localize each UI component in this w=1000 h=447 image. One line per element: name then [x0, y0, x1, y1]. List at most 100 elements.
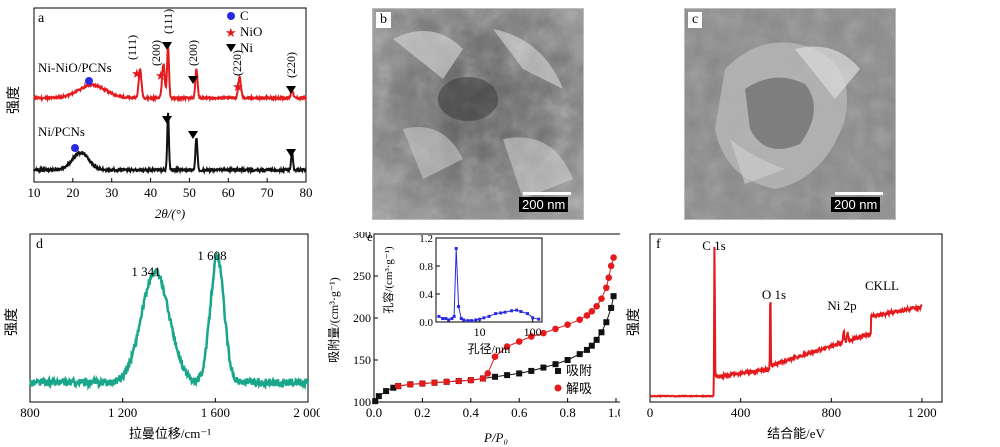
bet-adsorption-point: [603, 319, 610, 326]
bet-inset-point: [482, 316, 486, 320]
bet-desorption-point: [552, 325, 559, 333]
bet-desorption-point: [431, 379, 438, 386]
scale-bar-label-c: 200 nm: [831, 197, 881, 212]
x-tick-label: 70: [261, 185, 274, 200]
xrd-x-axis-label: 2θ/(°): [155, 206, 185, 221]
xrd-x-ticks: 10 20 30 40 50 60 70 80: [28, 178, 313, 200]
bet-adsorption-point: [593, 336, 600, 343]
bet-inset-point: [503, 310, 507, 314]
y-tick-label: 250: [353, 269, 371, 283]
bet-inset-point: [452, 314, 456, 318]
panel-letter-c: c: [688, 12, 703, 28]
xrd-marker-nio-220-star: ★: [232, 79, 244, 94]
xrd-annotation-nio-200: (200): [149, 40, 163, 66]
bet-inset-y-ticks: 0.0 0.4 0.8 1.2: [419, 233, 440, 329]
bet-desorption-point: [576, 316, 583, 323]
x-tick-label: 0.6: [511, 405, 528, 420]
bet-panel-e: e 0.0 0.2 0.4 0.6 0.8 1.0 100 150 200 250 300 P/P…: [327, 232, 620, 445]
scale-bar-b: [523, 192, 571, 195]
xps-peak-label-o1s: O 1s: [762, 287, 786, 302]
xps-spectrum-line: [649, 246, 923, 399]
bet-y-axis-label: 吸附量/(cm³·g⁻¹): [327, 277, 341, 363]
bet-desorption-point: [605, 274, 613, 281]
x-tick-label: 10: [28, 185, 41, 200]
bet-adsorption-point: [576, 351, 583, 358]
bet-adsorption-point: [552, 361, 559, 368]
bet-desorption-point: [528, 333, 535, 340]
bet-inset-y-axis-label: 孔容/(cm³·g⁻¹): [381, 246, 395, 314]
scale-bar-label-b: 200 nm: [519, 197, 569, 212]
xrd-marker-ni-220-bottom: [286, 149, 296, 157]
x-tick-label: 1.0: [608, 405, 620, 420]
bet-desorption-point: [598, 295, 605, 302]
bet-inset-point: [444, 317, 448, 320]
bet-inset-point: [462, 318, 466, 322]
x-tick-label: 50: [183, 185, 196, 200]
xps-x-axis-label: 结合能/eV: [767, 426, 825, 441]
bet-inset-point: [494, 312, 498, 316]
legend-c-circle-icon: [227, 12, 235, 20]
bet-y-ticks: 100 150 200 250 300: [353, 232, 378, 409]
bet-desorption-point: [515, 338, 523, 345]
xrd-marker-ni-220-top: [286, 86, 296, 94]
bet-inset-point: [459, 317, 463, 320]
xps-x-ticks: 0 400 800 1 200: [647, 398, 937, 420]
bet-desorption-point: [593, 302, 600, 310]
bet-inset-point: [447, 318, 451, 322]
bet-desorption-point: [607, 262, 615, 270]
bet-inset-point: [519, 310, 523, 313]
x-tick-label: 0: [647, 405, 654, 420]
inset-y-tick-label: 1.2: [419, 233, 433, 245]
legend-adsorption-square-icon: [555, 368, 561, 374]
bet-inset-point: [469, 319, 473, 323]
bet-inset-point: [510, 309, 514, 313]
bet-desorption-points: [394, 254, 617, 390]
x-tick-label: 0.2: [414, 405, 430, 420]
x-tick-label: 1 200: [108, 405, 137, 420]
x-tick-label: 80: [300, 185, 313, 200]
xrd-marker-nio-200-star: ★: [155, 68, 167, 83]
xrd-annotation-ni-220: (220): [284, 52, 298, 78]
raman-y-axis-label: 强度: [4, 308, 20, 336]
raman-panel-d: d 800 1 200 1 600 2 000 拉曼位移/cm⁻¹ 强度 1 341 …: [4, 233, 320, 441]
x-tick-label: 0.8: [559, 405, 575, 420]
legend-ni-triangle-icon: [226, 44, 236, 52]
bet-desorption-point: [564, 321, 571, 329]
inset-y-tick-label: 0.8: [419, 261, 433, 273]
legend-nio-label: NiO: [240, 24, 262, 39]
bet-desorption-point: [394, 382, 402, 390]
xrd-marker-c-black: [71, 144, 79, 152]
xrd-marker-c-red: [85, 77, 93, 85]
bet-desorption-point: [467, 376, 475, 384]
bet-desorption-point: [479, 375, 487, 382]
bet-x-axis-label: P/P₀: [483, 430, 508, 445]
panel-letter-f: f: [656, 237, 661, 252]
bet-adsorption-point: [608, 304, 615, 311]
raman-x-ticks: 800 1 200 1 600 2 000: [20, 398, 320, 420]
inset-y-tick-label: 0.4: [419, 289, 433, 301]
xrd-annotation-ni-111: (111): [161, 9, 175, 34]
y-tick-label: 150: [353, 353, 371, 367]
bet-inset-point: [441, 317, 445, 320]
x-tick-label: 40: [144, 185, 157, 200]
bet-adsorption-point: [598, 329, 605, 336]
bet-inset-point: [478, 317, 482, 321]
xps-peak-label-ni2p: Ni 2p: [827, 298, 856, 313]
legend-adsorption-label: 吸附: [566, 363, 592, 378]
bet-desorption-point: [503, 343, 511, 350]
bet-inset-point: [466, 319, 470, 323]
bet-desorption-point: [407, 381, 414, 388]
bet-x-ticks: 0.0 0.2 0.4 0.6 0.8 1.0: [366, 398, 620, 420]
bet-inset-point: [515, 308, 519, 312]
bet-adsorption-point: [492, 373, 498, 380]
xrd-marker-ni-200-bottom: [188, 131, 198, 139]
bet-inset-point: [526, 312, 530, 316]
bet-desorption-point: [455, 377, 462, 385]
xps-y-axis-label: 强度: [626, 308, 642, 336]
xrd-annotation-nio-111: (111): [125, 35, 139, 60]
xrd-series-ni-nio-pcns-line: [33, 45, 307, 103]
panel-letter-a: a: [38, 11, 45, 26]
bet-adsorption-point: [383, 388, 390, 395]
bet-desorption-point: [603, 284, 610, 292]
bet-desorption-point: [588, 307, 596, 315]
